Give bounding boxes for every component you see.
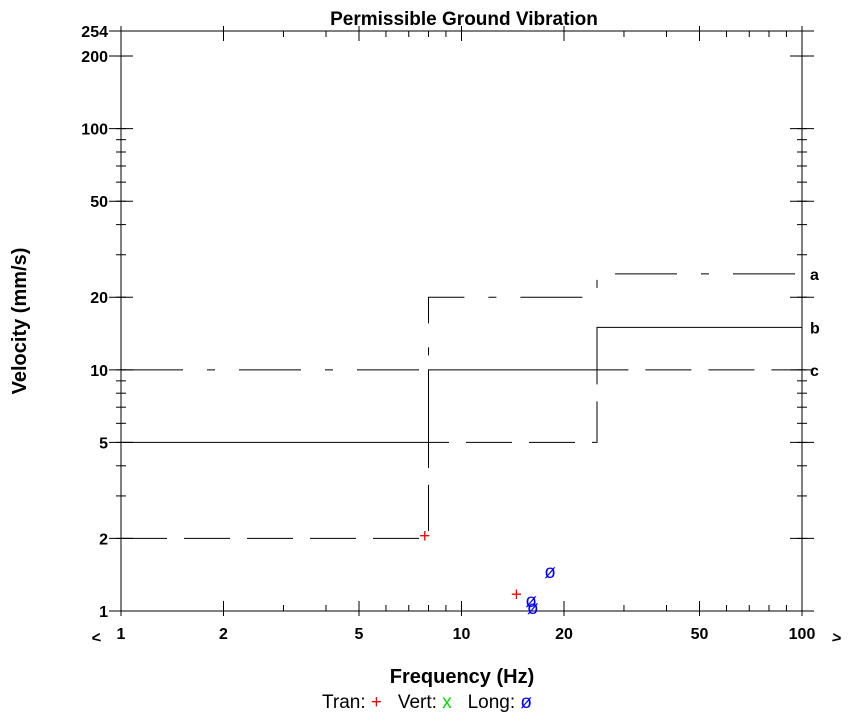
x-tick-label: 5 <box>355 626 364 643</box>
limit-label-a: a <box>810 267 819 284</box>
data-point-long: ø <box>525 591 537 612</box>
y-tick-label: 50 <box>90 194 108 211</box>
limit-curve-b <box>121 326 802 443</box>
y-tick-label: 1 <box>99 604 108 621</box>
x-scroll-right-arrow[interactable]: > <box>831 629 843 647</box>
legend-tran-marker: + <box>370 692 383 713</box>
x-scroll-left-arrow[interactable]: < <box>91 629 103 647</box>
x-tick-label: 2 <box>219 626 228 643</box>
x-tick-label: 1 <box>117 626 126 643</box>
limit-label-c: c <box>810 363 819 380</box>
limit-label-b: b <box>810 320 820 337</box>
x-tick-label: 100 <box>789 626 816 643</box>
x-tick-label: 50 <box>691 626 709 643</box>
data-point-long: ø <box>527 598 539 619</box>
data-point-tran: + <box>419 526 430 547</box>
legend-long-label: Long: <box>467 692 516 713</box>
y-tick-label: 200 <box>81 49 108 66</box>
x-tick-label: 20 <box>555 626 573 643</box>
y-tick-label: 20 <box>90 290 108 307</box>
plot-frame <box>120 30 803 612</box>
y-axis-title: Velocity (mm/s) <box>9 248 31 395</box>
y-tick-label: 2 <box>99 531 108 548</box>
y-tick-label: 100 <box>81 122 108 139</box>
legend-tran-label: Tran: <box>321 692 366 713</box>
limit-curve-c <box>121 369 802 539</box>
x-axis-title: Frequency (Hz) <box>390 666 534 688</box>
legend-vert-label: Vert: <box>397 692 437 713</box>
data-point-long: ø <box>544 562 556 583</box>
limit-curve-a <box>121 273 802 371</box>
legend: Tran: + Vert: x Long: ø <box>0 692 854 714</box>
vibration-chart: Permissible Ground Vibration 1 2 5 10 20 50 10… <box>9 9 843 688</box>
x-tick-label: 10 <box>453 626 471 643</box>
y-tick-label: 5 <box>99 435 108 452</box>
y-tick-label: 254 <box>81 24 108 41</box>
y-tick-label: 10 <box>90 363 108 380</box>
chart-title: Permissible Ground Vibration <box>330 9 598 30</box>
legend-long-marker: ø <box>520 692 532 713</box>
data-point-tran: + <box>511 585 522 606</box>
legend-vert-marker: x <box>442 692 452 713</box>
